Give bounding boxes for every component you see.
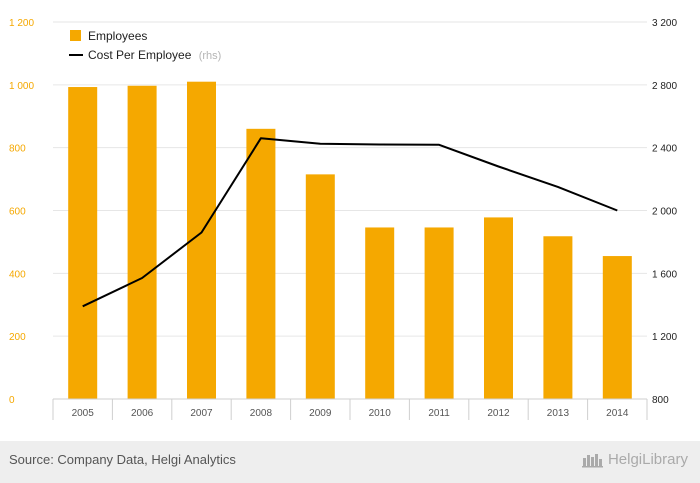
bar-employees [365, 227, 395, 399]
x-tick-label: 2005 [72, 408, 95, 419]
legend-label-employees: Employees [88, 29, 147, 43]
x-tick-label: 2014 [606, 408, 629, 419]
chart: 0 200 400 600 800 1 000 1 200 800 1 200 1 600 2 00… [9, 18, 677, 420]
bars [68, 81, 632, 400]
bar-employees [602, 256, 632, 399]
legend: Employees Cost Per Employee (rhs) [69, 29, 221, 62]
x-tick-label: 2007 [190, 408, 213, 419]
bar-employees [246, 128, 276, 400]
legend-label-cost-note: (rhs) [199, 50, 222, 62]
y-left-tick-label: 1 000 [9, 81, 34, 92]
bar-employees [543, 236, 573, 399]
x-tick-label: 2013 [547, 408, 570, 419]
x-tick-label: 2009 [309, 408, 332, 419]
bar-employees [127, 85, 157, 400]
y-left-tick-label: 1 200 [9, 18, 34, 29]
footer: Source: Company Data, Helgi Analytics He… [0, 441, 700, 483]
line-cost-per-employee [82, 137, 618, 308]
y-left-tick-label: 0 [9, 395, 15, 406]
legend-label-cost-text: Cost Per Employee [88, 48, 192, 62]
y-right-tick-label: 800 [652, 395, 669, 406]
axes: 0 200 400 600 800 1 000 1 200 800 1 200 1 600 2 00… [9, 18, 677, 420]
x-tick-label: 2006 [131, 408, 154, 419]
y-right-tick-label: 2 000 [652, 207, 677, 218]
y-right-tick-label: 3 200 [652, 18, 677, 29]
helgi-logo-icon [581, 453, 603, 467]
y-right-tick-label: 1 200 [652, 332, 677, 343]
legend-label-cost: Cost Per Employee (rhs) [88, 48, 221, 62]
source-note: Source: Company Data, Helgi Analytics [9, 452, 236, 467]
bar-employees [68, 87, 98, 399]
x-tick-label: 2011 [428, 408, 450, 419]
cost-line [82, 137, 618, 308]
y-left-tick-label: 600 [9, 207, 26, 218]
y-left-tick-label: 200 [9, 332, 26, 343]
x-tick-label: 2010 [369, 408, 392, 419]
y-right-tick-label: 1 600 [652, 269, 677, 280]
bar-employees [424, 227, 454, 399]
legend-swatch-employees [70, 30, 81, 41]
y-left-tick-label: 800 [9, 144, 26, 155]
y-left-tick-label: 400 [9, 269, 26, 280]
y-right-tick-label: 2 800 [652, 81, 677, 92]
bar-employees [484, 217, 513, 399]
brand-name: HelgiLibrary [607, 451, 688, 468]
x-tick-label: 2012 [487, 408, 510, 419]
x-tick-label: 2008 [250, 408, 273, 419]
y-right-tick-label: 2 400 [652, 144, 677, 155]
bar-employees [305, 174, 335, 399]
brand-logo[interactable]: HelgiLibrary [581, 451, 688, 468]
